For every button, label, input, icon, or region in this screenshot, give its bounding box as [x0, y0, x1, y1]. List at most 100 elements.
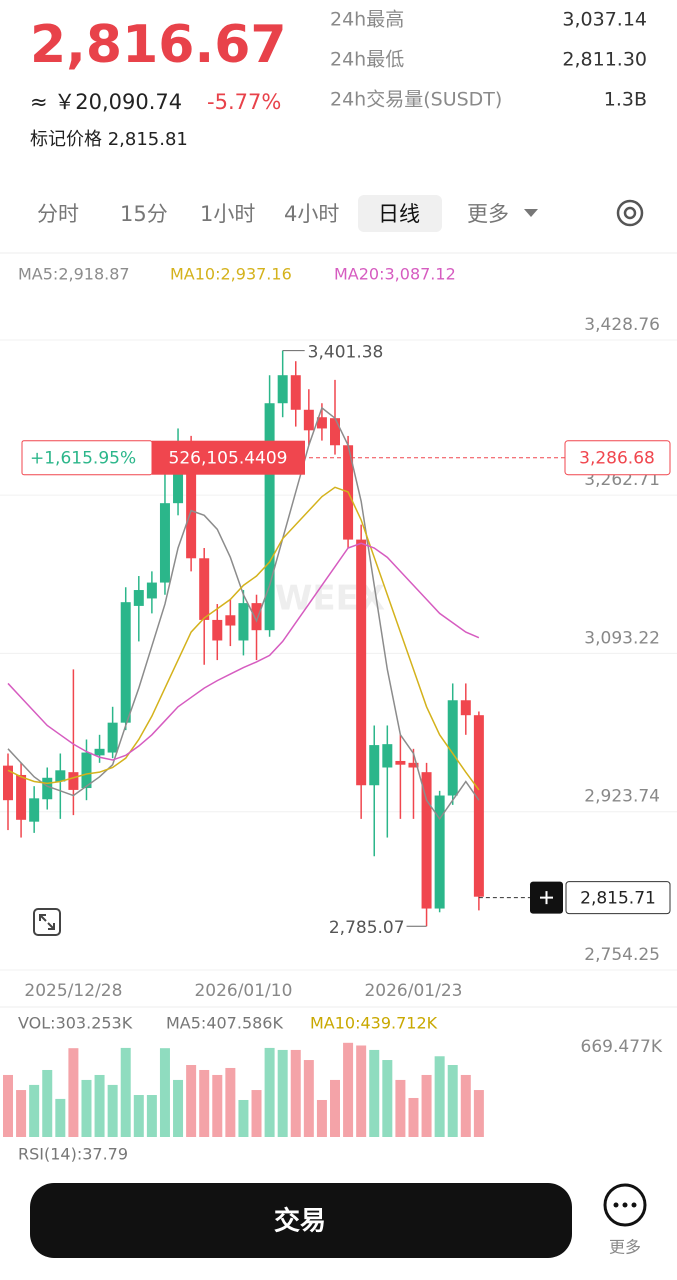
x-tick-label: 2025/12/28	[24, 981, 122, 1001]
volume-bar	[16, 1090, 27, 1137]
volume-bar	[382, 1060, 393, 1137]
tabs[interactable]: 分时 15分 1小时 4小时 日线 更多	[37, 202, 538, 226]
mark-price: 标记价格 2,815.81	[30, 129, 188, 150]
volume-bar	[330, 1079, 340, 1137]
more-icon[interactable]	[603, 1183, 647, 1227]
candle-body	[120, 602, 131, 723]
tab[interactable]: 分时	[37, 202, 79, 226]
gear	[616, 199, 644, 227]
ma-legend: MA20:3,087.12	[334, 265, 456, 284]
volume-bar	[408, 1097, 419, 1137]
y-tick-label: 3,428.76	[584, 315, 660, 335]
candle-body	[264, 403, 275, 631]
volume-bar	[264, 1047, 275, 1137]
tab[interactable]: 1小时	[200, 202, 255, 226]
volume-tick-label: 669.477K	[581, 1037, 663, 1057]
expand-arrows	[39, 914, 55, 930]
volume-bar	[473, 1090, 484, 1137]
ref-amount: 526,105.4409	[169, 449, 288, 469]
candle-body	[42, 777, 53, 800]
candle-body	[447, 700, 458, 796]
tab[interactable]: 15分	[120, 202, 168, 226]
candle-body	[16, 774, 27, 820]
dot	[613, 1202, 619, 1208]
candle-body	[473, 715, 484, 897]
candle-body	[199, 558, 210, 620]
x-tick-label: 2026/01/23	[364, 981, 462, 1001]
ma-legend: MA5:2,918.87	[18, 265, 130, 284]
candle-body	[395, 760, 406, 765]
settings-icon[interactable]	[616, 199, 644, 227]
volume-bar	[447, 1065, 458, 1137]
volume-bar	[303, 1060, 314, 1137]
candle-body	[316, 417, 327, 429]
x-tick-label: 2026/01/10	[194, 981, 292, 1001]
volume-bar	[277, 1049, 288, 1137]
stat-value: 1.3B	[604, 89, 647, 111]
stats: 24h最高 3,037.14 24h最低 2,811.30 24h交易量(SUSDT) 1…	[330, 9, 647, 111]
volume-bar	[133, 1095, 144, 1137]
candle-body	[369, 745, 380, 786]
candle-body	[330, 418, 340, 446]
last-price: 2,815.71	[580, 889, 656, 909]
stat-label: 24h最高	[330, 9, 404, 31]
candle-body	[238, 603, 249, 641]
candle-body	[212, 619, 223, 641]
stat-label: 24h最低	[330, 49, 404, 71]
volume-bar	[29, 1084, 40, 1137]
volume-bar	[395, 1079, 406, 1137]
candle-body	[251, 603, 262, 631]
ma-line	[7, 486, 480, 791]
rsi-label: RSI(14):37.79	[18, 1145, 128, 1164]
tab[interactable]: 更多	[467, 202, 509, 226]
candle-body	[408, 762, 419, 768]
tab[interactable]: 日线	[378, 202, 420, 226]
watermark: WEEX	[275, 579, 385, 619]
volume-bar	[434, 1056, 445, 1137]
candle-body	[434, 795, 445, 909]
candle-body	[303, 409, 314, 431]
ma-line	[7, 406, 480, 821]
more-label: 更多	[609, 1238, 641, 1257]
volume-bar	[81, 1079, 92, 1137]
volume-bar	[290, 1049, 301, 1137]
volume-bar	[120, 1047, 131, 1137]
ref-price: 3,286.68	[579, 449, 655, 469]
volume-legend: MA5:407.586K	[166, 1014, 283, 1033]
trade-button[interactable]	[30, 1183, 572, 1258]
volume-bar	[421, 1074, 432, 1137]
volume-bar	[238, 1099, 249, 1137]
candle-body	[460, 700, 471, 716]
chart: WEEX MA5:2,918.87 MA10:2,937.16 MA20:3,087.…	[0, 265, 677, 1164]
volume-bar	[186, 1065, 197, 1137]
trade-label: 交易	[274, 1206, 326, 1237]
stat-value: 3,037.14	[562, 9, 647, 31]
candle-body	[382, 744, 393, 768]
volume-bar	[3, 1074, 13, 1137]
volume-bar	[42, 1069, 53, 1137]
volume-bar	[159, 1048, 170, 1137]
y-tick-label: 2,754.25	[584, 945, 660, 965]
tab[interactable]: 4小时	[284, 202, 339, 226]
ma-legend: MA10:2,937.16	[170, 265, 292, 284]
candle-body	[277, 375, 288, 404]
low-label: 2,785.07	[329, 918, 405, 938]
volume-bar	[343, 1042, 354, 1137]
volume-bar	[212, 1074, 223, 1137]
volume-bar	[369, 1049, 380, 1137]
candle-body	[186, 445, 197, 559]
last-price-box	[565, 881, 671, 915]
candle-body	[107, 722, 118, 753]
candle-body	[133, 590, 144, 606]
volume-bar	[68, 1048, 79, 1137]
volume-bar	[107, 1084, 118, 1137]
volume-legend: MA10:439.712K	[310, 1014, 438, 1033]
dot	[622, 1202, 628, 1208]
expand-icon[interactable]	[33, 908, 61, 936]
y-tick-label: 3,093.22	[584, 628, 660, 648]
candle-body	[68, 772, 79, 790]
ref-price-box	[564, 440, 671, 476]
dot	[631, 1202, 637, 1208]
active-tab-bg	[358, 195, 442, 232]
